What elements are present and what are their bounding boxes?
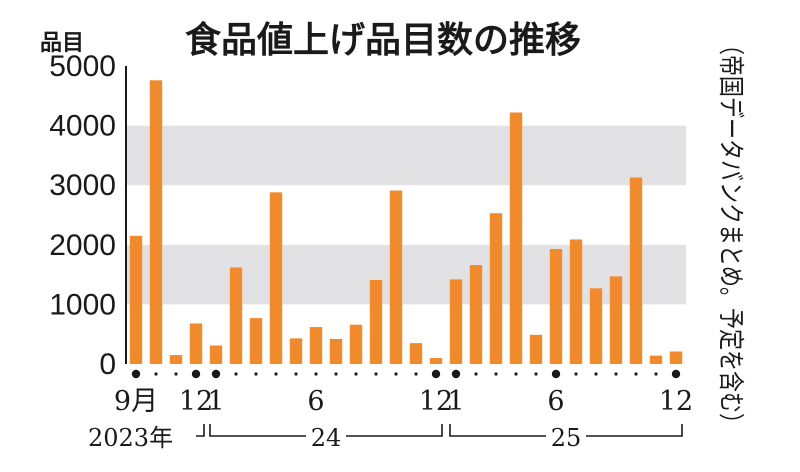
x-tick-minor-dot <box>654 372 658 376</box>
year-bracket <box>196 424 205 437</box>
bar-4 <box>189 323 203 364</box>
bar-22 <box>549 248 563 364</box>
source-note: （帝国データバンクまとめ。予定を含む） <box>715 34 745 434</box>
source-note-text: （帝国データバンクまとめ。予定を含む） <box>715 34 745 434</box>
x-tick-minor-dot <box>634 372 638 376</box>
x-tick-label: 12 <box>659 386 693 417</box>
y-tick-labels: 0 1000 2000 3000 4000 5000 <box>49 50 116 381</box>
y-tick-label: 4000 <box>49 110 116 143</box>
bar-9 <box>289 338 303 364</box>
y-tick-label: 0 <box>99 348 116 381</box>
bar-3 <box>169 355 183 364</box>
bar-5 <box>209 345 223 364</box>
bar-12 <box>349 324 363 364</box>
bar-16 <box>429 358 443 364</box>
background-bands <box>126 125 686 305</box>
year-label: 2023年 <box>88 424 173 452</box>
x-tick-label: 9月 <box>114 386 158 417</box>
bar-1 <box>129 235 143 364</box>
x-tick-label: 6 <box>307 386 324 417</box>
x-tick-label: 12 <box>179 386 213 417</box>
bar-28 <box>669 351 683 364</box>
x-tick-minor-dot <box>394 372 398 376</box>
year-bracket <box>346 424 443 437</box>
year-bracket <box>449 424 546 437</box>
bar-14 <box>389 190 403 364</box>
x-tick-minor-dot <box>294 372 298 376</box>
chart-title: 食品値上げ品目数の推移 <box>185 20 581 61</box>
x-tick-minor-dot <box>474 372 478 376</box>
bar-21 <box>529 334 543 364</box>
y-tick-label: 2000 <box>49 229 116 262</box>
bar-10 <box>309 327 323 364</box>
x-tick-major-dot <box>431 369 441 379</box>
x-tick-minor-dot <box>594 372 598 376</box>
y-tick-label: 3000 <box>49 169 116 202</box>
x-tick-minor-dot <box>574 372 578 376</box>
bar-20 <box>509 112 523 364</box>
y-tick-label: 1000 <box>49 288 116 321</box>
bar-23 <box>569 239 583 364</box>
bar-2 <box>149 80 163 364</box>
x-tick-minor-dot <box>514 372 518 376</box>
bar-11 <box>329 338 343 364</box>
x-tick-label: 6 <box>547 386 564 417</box>
bars <box>129 80 683 364</box>
x-tick-major-dot <box>131 369 141 379</box>
bar-25 <box>609 276 623 364</box>
x-tick-minor-dot <box>274 372 278 376</box>
x-tick-label: 12 <box>419 386 453 417</box>
bar-27 <box>649 355 663 364</box>
bar-15 <box>409 343 423 364</box>
bar-18 <box>469 265 483 364</box>
x-tick-label: 1 <box>447 386 464 417</box>
bar-24 <box>589 288 603 364</box>
x-tick-minor-dot <box>614 372 618 376</box>
x-tick-minor-dot <box>374 372 378 376</box>
year-labels: 2023年 24 25 <box>88 424 683 452</box>
y-tick-label: 5000 <box>49 50 116 83</box>
bar-7 <box>249 318 263 364</box>
x-tick-minor-dot <box>254 372 258 376</box>
x-tick-minor-dot <box>414 372 418 376</box>
year-bracket <box>209 424 306 437</box>
x-tick-minor-dot <box>174 372 178 376</box>
x-tick-major-dot <box>551 369 561 379</box>
x-tick-minor-dot <box>334 372 338 376</box>
x-tick-minor-dot <box>234 372 238 376</box>
x-tick-marks <box>131 369 681 379</box>
x-tick-minor-dot <box>534 372 538 376</box>
bar-26 <box>629 177 643 364</box>
year-label: 24 <box>311 424 342 452</box>
x-tick-minor-dot <box>354 372 358 376</box>
bar-8 <box>269 192 283 364</box>
year-bracket <box>586 424 683 437</box>
x-tick-major-dot <box>191 369 201 379</box>
year-label: 25 <box>551 424 582 452</box>
x-tick-minor-dot <box>154 372 158 376</box>
bar-17 <box>449 279 463 364</box>
x-tick-minor-dot <box>494 372 498 376</box>
bar-13 <box>369 279 383 364</box>
y-axis-unit-label: 品目 <box>40 31 84 56</box>
bar-6 <box>229 267 243 364</box>
x-tick-labels: 9月 121 6 121 6 12 <box>114 386 693 417</box>
x-tick-major-dot <box>211 369 221 379</box>
bar-19 <box>489 213 503 364</box>
x-tick-major-dot <box>671 369 681 379</box>
x-tick-label: 1 <box>207 386 224 417</box>
x-tick-minor-dot <box>314 372 318 376</box>
x-tick-major-dot <box>451 369 461 379</box>
band <box>126 125 686 186</box>
